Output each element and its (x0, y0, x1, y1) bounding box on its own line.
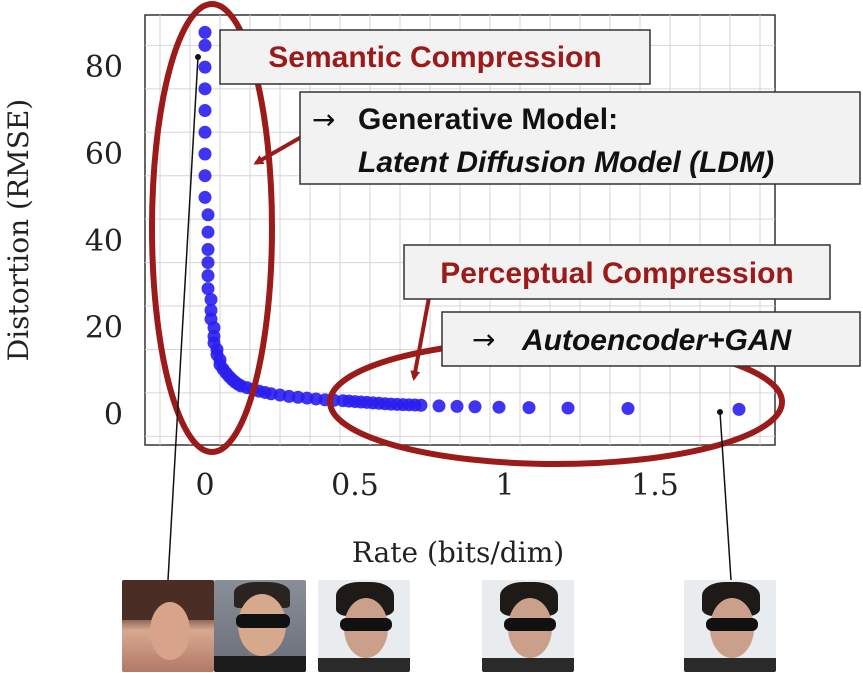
data-point (198, 147, 212, 161)
x-tick-label: 1 (495, 468, 514, 503)
data-point (198, 82, 212, 96)
sunglasses-shape (504, 618, 556, 631)
data-point (198, 60, 212, 74)
data-point (198, 190, 212, 204)
x-tick-label: 1.5 (631, 468, 679, 503)
shirt-shape (214, 656, 306, 672)
sunglasses-shape (340, 618, 392, 631)
data-point (201, 243, 215, 257)
shirt-shape (318, 658, 410, 672)
face-thumbnail-2 (214, 580, 306, 672)
data-point (492, 400, 506, 414)
generative-line2: Latent Diffusion Model (LDM) (358, 146, 774, 179)
data-point (201, 269, 215, 283)
y-tick-label: 60 (85, 137, 123, 172)
face-oval (150, 602, 190, 660)
data-point (198, 38, 212, 52)
connector-dot-right (717, 409, 723, 415)
autoencoder-box (441, 311, 861, 367)
semantic-box (219, 29, 651, 85)
connector-dot-left (195, 54, 201, 60)
data-point (432, 399, 446, 413)
x-tick-label: 0 (195, 468, 214, 503)
y-tick-label: 20 (85, 311, 123, 346)
generative-arrow-glyph: → (312, 103, 335, 136)
x-tick-label: 0.5 (331, 468, 379, 503)
data-point (621, 402, 635, 416)
y-axis-title: Distortion (RMSE) (2, 99, 35, 362)
data-point (201, 208, 215, 222)
data-point (450, 399, 464, 413)
generative-box (299, 91, 861, 185)
data-point (198, 125, 212, 139)
data-point (198, 25, 212, 39)
semantic-ellipse (149, 1, 275, 455)
data-point (201, 282, 215, 296)
shirt-shape (684, 658, 776, 672)
connector-line-left (167, 56, 199, 581)
data-point (414, 398, 428, 412)
generative-line1: Generative Model: (358, 103, 618, 136)
data-point (198, 104, 212, 118)
connector-line-right (719, 411, 732, 581)
y-tick-label: 80 (85, 50, 123, 85)
data-points (198, 25, 746, 416)
autoencoder-label: Autoencoder+GAN (521, 324, 793, 357)
grid-lines (145, 15, 775, 445)
shirt-shape (482, 658, 574, 672)
autoencoder-arrow-glyph: → (472, 323, 495, 356)
sunglasses-shape (706, 618, 758, 631)
data-point (201, 225, 215, 239)
y-tick-label: 40 (85, 224, 123, 259)
y-axis-ticks: 0 20 40 60 80 (85, 50, 123, 432)
data-point (561, 401, 575, 415)
data-point (204, 292, 218, 306)
perceptual-arrow (410, 291, 432, 381)
data-point (198, 169, 212, 183)
data-point (201, 256, 215, 270)
data-point (522, 401, 536, 415)
face-thumbnail-4 (482, 580, 574, 672)
semantic-label: Semantic Compression (268, 41, 601, 74)
face-thumbnail-3 (318, 580, 410, 672)
perceptual-box (403, 244, 831, 300)
data-point (732, 402, 746, 416)
face-thumbnail-5 (684, 580, 776, 672)
face-thumbnail-1 (122, 580, 214, 672)
sunglasses-shape (236, 614, 290, 628)
perceptual-label: Perceptual Compression (440, 257, 793, 290)
x-axis-ticks: 0 0.5 1 1.5 (195, 468, 678, 503)
data-point (468, 400, 482, 414)
x-axis-title: Rate (bits/dim) (352, 536, 564, 569)
y-tick-label: 0 (104, 398, 123, 433)
